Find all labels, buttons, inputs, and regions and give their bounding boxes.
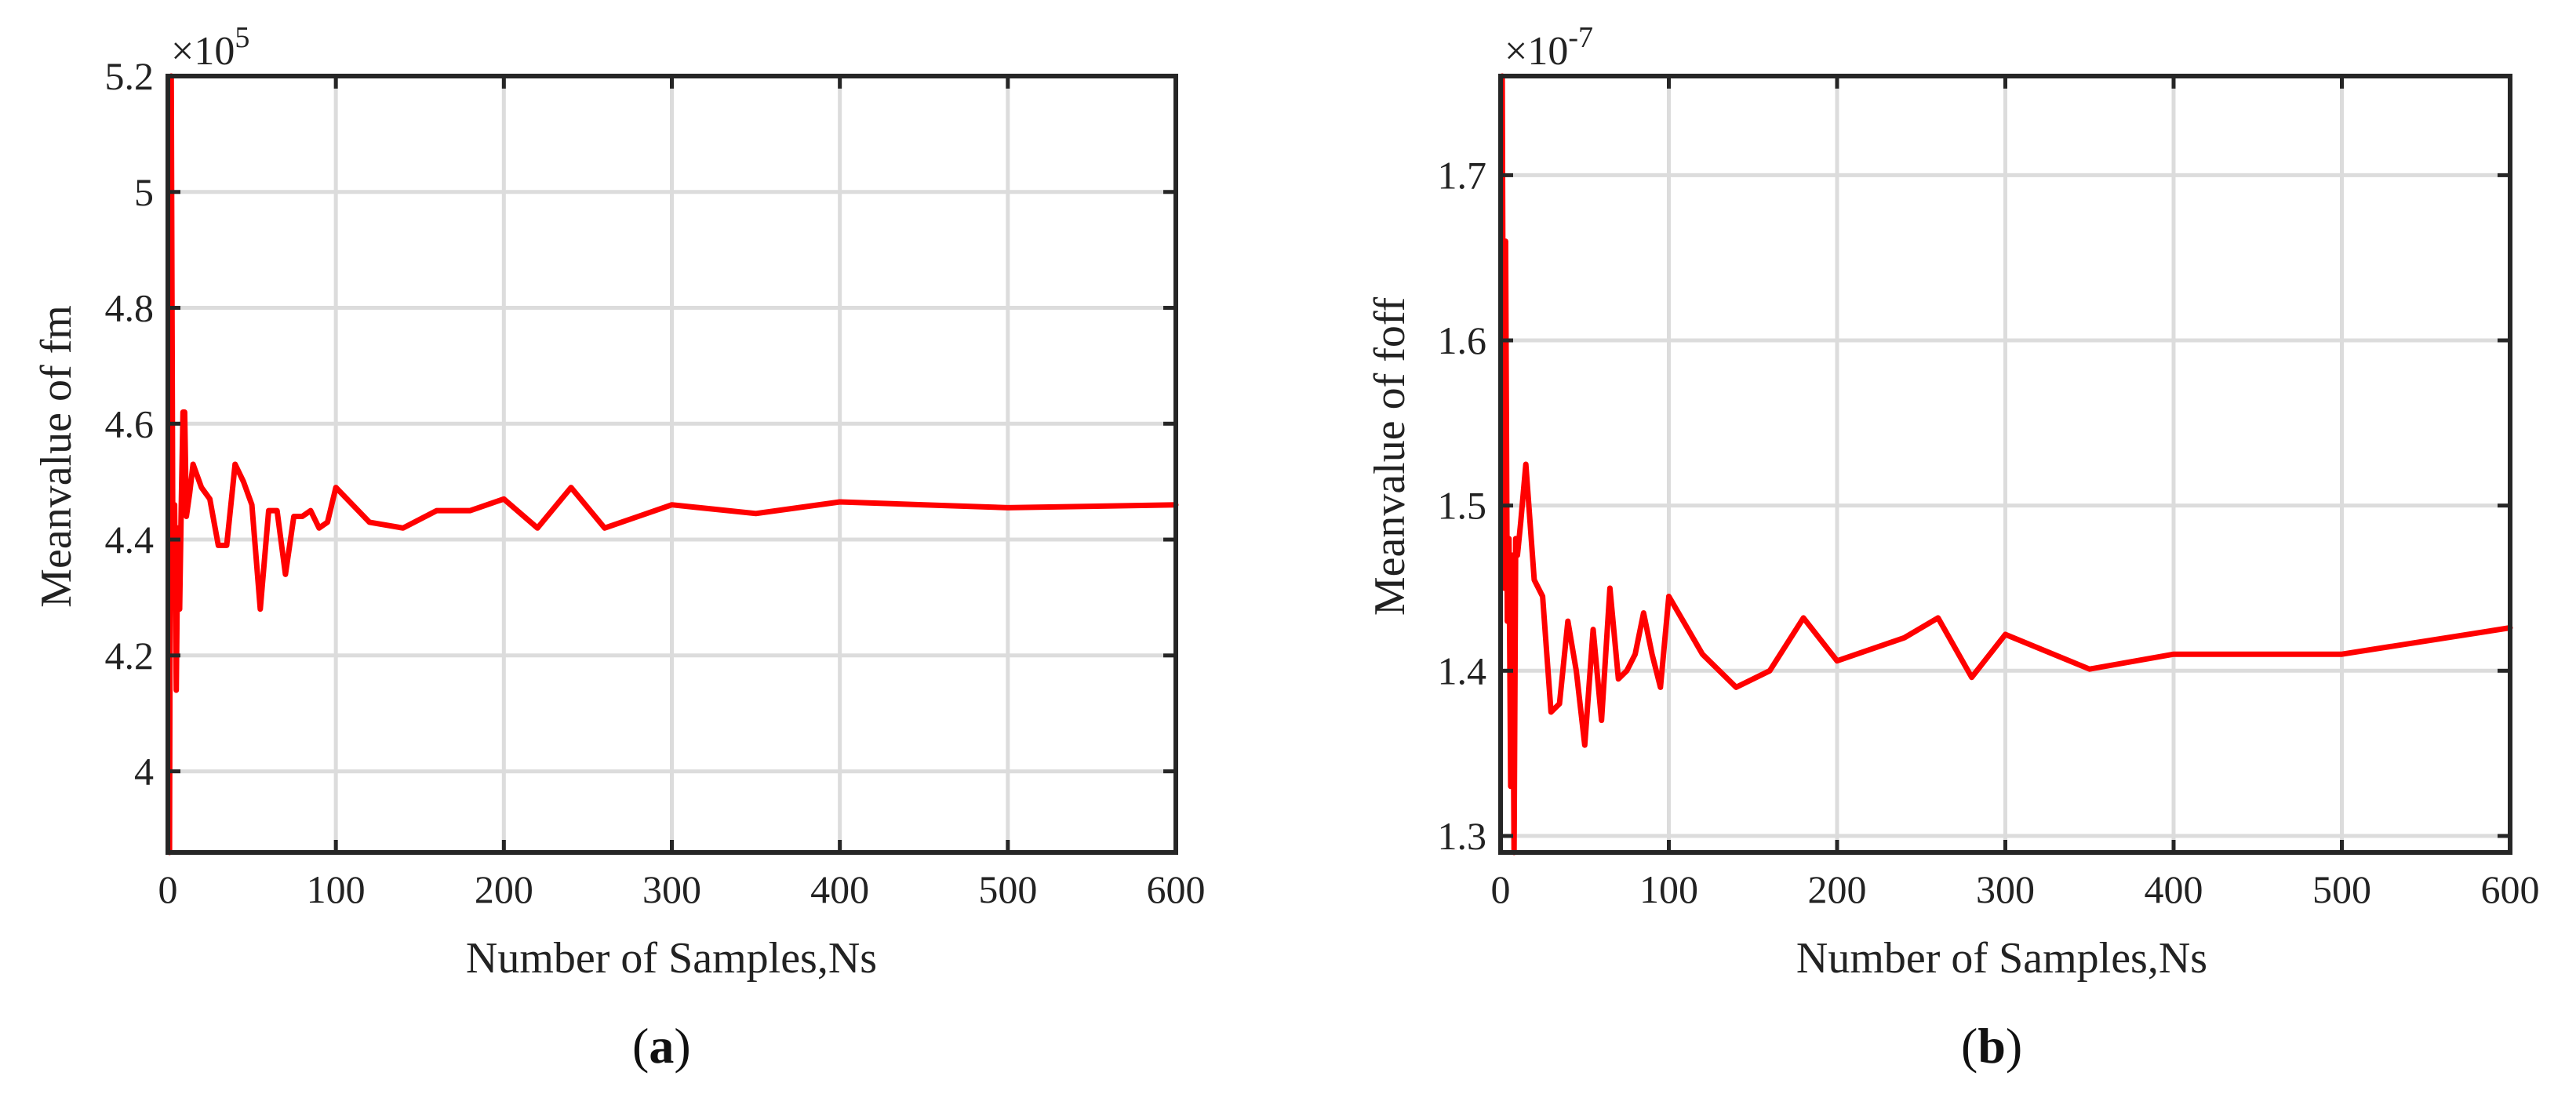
x-tick-label: 0 [1491, 867, 1511, 911]
panel-label-a: (a) [632, 1018, 691, 1074]
x-tick-label: 500 [978, 867, 1037, 911]
y-tick-label: 4.4 [105, 518, 155, 562]
panel-label-b: (b) [1961, 1018, 2022, 1074]
x-tick-label: 500 [2312, 867, 2371, 911]
x-tick-label: 400 [810, 867, 869, 911]
x-tick-label: 100 [1639, 867, 1698, 911]
y-tick-label: 4.8 [105, 286, 155, 330]
y-exponent-label: ×105 [171, 21, 249, 74]
x-tick-label: 0 [158, 867, 178, 911]
chart-panel-b: 0 100 200 300 400 500 600 1.3 1.4 1.5 1.6 1.7 ×10-… [1366, 21, 2540, 1074]
x-axis-label: Number of Samples,Ns [466, 934, 877, 983]
axis-ticks [1498, 76, 2512, 852]
y-exponent-label: ×10-7 [1504, 21, 1593, 74]
y-axis-label: Meanvalue of foff [1366, 296, 1414, 616]
x-tick-label: 100 [307, 867, 366, 911]
x-tick-label: 200 [1808, 867, 1867, 911]
x-tick-label: 600 [1147, 867, 1206, 911]
chart-panel-a: 0 100 200 300 400 500 600 4 4.2 4.4 4.6 4.8 5 5.2 ×1… [32, 21, 1206, 1074]
x-tick-labels: 0 100 200 300 400 500 600 [158, 867, 1206, 911]
y-tick-label: 1.7 [1438, 153, 1487, 197]
y-tick-label: 1.5 [1438, 484, 1487, 528]
y-tick-labels: 1.3 1.4 1.5 1.6 1.7 [1438, 153, 1487, 858]
series-line-foff [1499, 73, 2513, 856]
x-tick-label: 300 [1976, 867, 2035, 911]
x-tick-label: 200 [475, 867, 533, 911]
axis-ticks [166, 74, 1178, 852]
x-tick-label: 600 [2481, 867, 2540, 911]
series-line-fm [166, 73, 1179, 856]
y-tick-label: 4 [134, 750, 154, 794]
y-gridlines [1501, 173, 2510, 838]
y-tick-label: 1.6 [1438, 318, 1487, 362]
x-axis-label: Number of Samples,Ns [1796, 934, 2207, 983]
x-gridlines [1498, 76, 2512, 852]
x-tick-label: 300 [642, 867, 701, 911]
y-tick-label: 5.2 [105, 54, 155, 98]
x-tick-labels: 0 100 200 300 400 500 600 [1491, 867, 2540, 911]
y-tick-label: 1.3 [1438, 814, 1487, 858]
x-tick-label: 400 [2145, 867, 2203, 911]
y-tick-label: 1.4 [1438, 649, 1487, 692]
y-tick-label: 4.2 [105, 634, 155, 678]
y-axis-label: Meanvalue of fm [32, 305, 81, 608]
y-tick-label: 4.6 [105, 402, 155, 445]
y-tick-label: 5 [134, 170, 154, 214]
y-tick-labels: 4 4.2 4.4 4.6 4.8 5 5.2 [105, 54, 155, 794]
